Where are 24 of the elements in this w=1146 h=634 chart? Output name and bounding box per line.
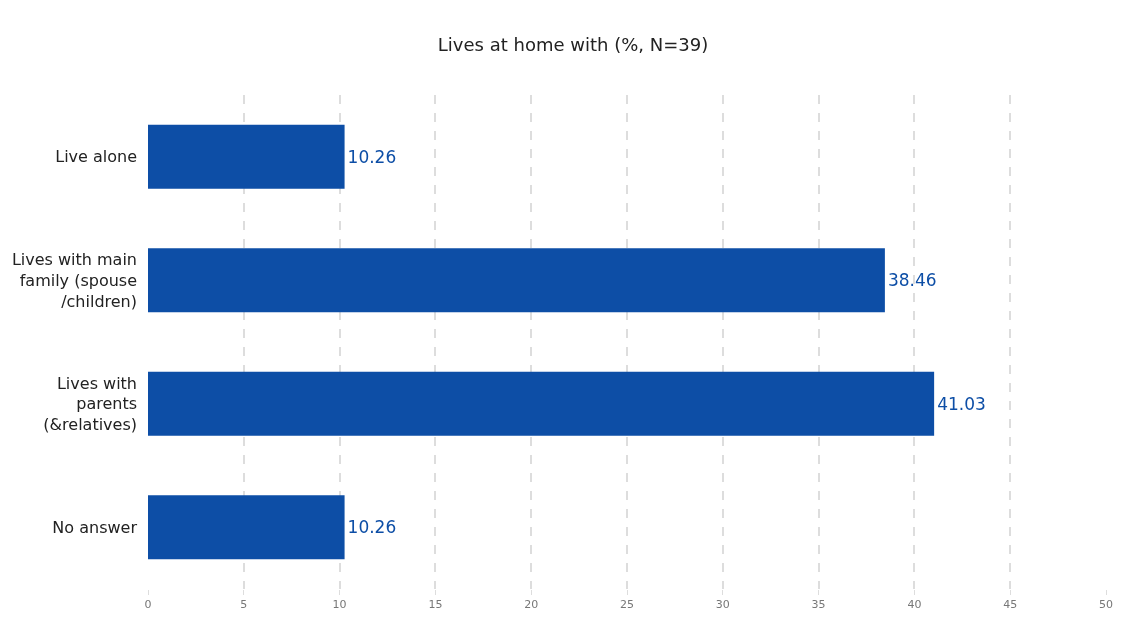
x-tick-label: 45 <box>1003 598 1018 612</box>
x-tick-label: 20 <box>524 598 539 612</box>
y-tick-label: Lives with parents (&relatives) <box>43 373 137 435</box>
y-tick-label: Live alone <box>55 147 137 167</box>
y-tick-label: No answer <box>52 517 138 537</box>
x-tick-label: 10 <box>332 598 347 612</box>
y-tick-label: Lives with main family (spouse /children) <box>11 250 137 311</box>
bar <box>148 248 885 313</box>
x-tick-label: 5 <box>240 598 248 612</box>
x-tick-label: 0 <box>144 598 152 612</box>
data-label: 41.03 <box>937 393 986 414</box>
x-tick-label: 40 <box>907 598 922 612</box>
chart-title: Lives at home with (%, N=39) <box>437 33 709 55</box>
bar <box>148 371 935 436</box>
data-label: 38.46 <box>887 270 937 291</box>
bar <box>148 495 345 560</box>
data-label: 10.26 <box>347 146 397 167</box>
x-tick-label: 15 <box>428 598 443 612</box>
x-tick-label: 30 <box>715 598 730 612</box>
x-tick-label: 50 <box>1099 598 1113 612</box>
x-tick-label: 25 <box>620 598 634 612</box>
bar <box>148 124 345 189</box>
data-label: 10.26 <box>347 517 397 538</box>
x-tick-label: 35 <box>811 598 826 612</box>
